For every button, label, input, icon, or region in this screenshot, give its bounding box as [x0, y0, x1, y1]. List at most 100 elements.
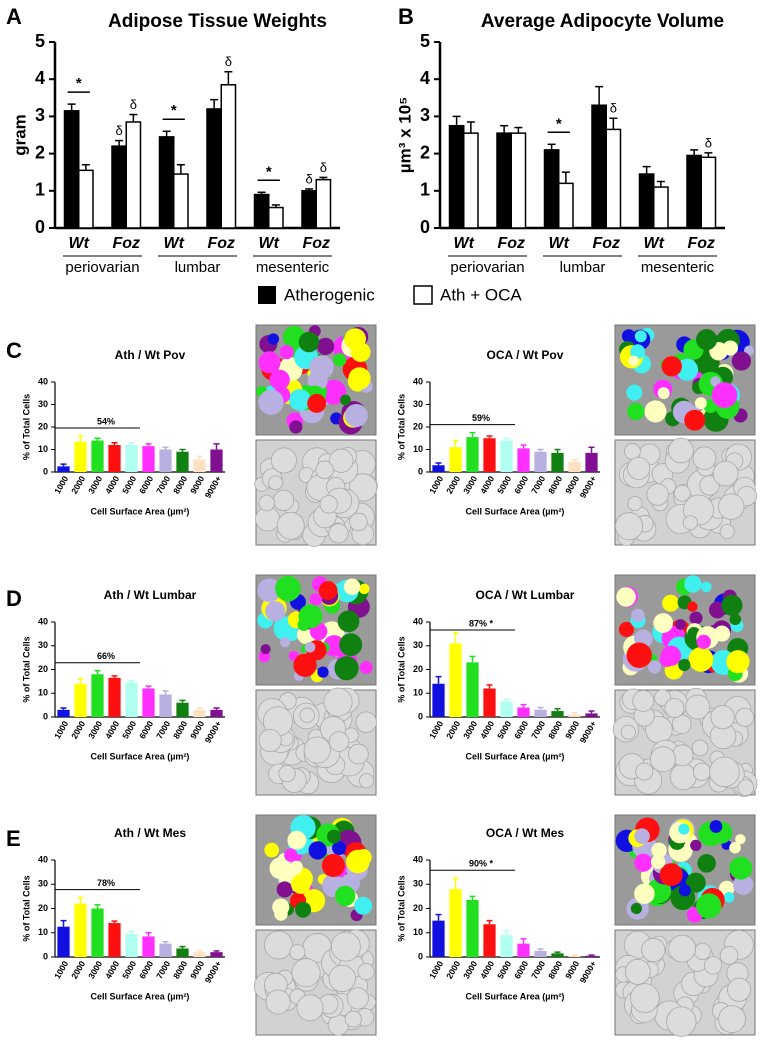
y-tick-label: 40 [413, 376, 423, 386]
adipocyte [690, 839, 702, 852]
adipocyte [618, 621, 634, 637]
bar [463, 132, 479, 229]
x-tick-label: Wt [644, 235, 665, 252]
adipocyte [328, 523, 349, 544]
adipocyte [723, 892, 735, 903]
bar [57, 926, 70, 957]
bar [585, 452, 598, 472]
y-tick-label: 0 [35, 217, 45, 237]
adipocyte [685, 872, 706, 893]
x-tick-label: Foz [302, 235, 330, 252]
y-axis-label: % of Total Cells [396, 636, 406, 702]
adipocyte [678, 658, 691, 672]
y-axis-label: µm³ x 10⁵ [395, 97, 414, 173]
y-tick-label: 0 [43, 951, 48, 961]
panel-label: A [6, 4, 22, 29]
adipocyte [616, 587, 636, 607]
panel-label: C [6, 338, 22, 363]
y-tick-label: 0 [43, 711, 48, 721]
adipocyte [634, 330, 647, 343]
bar [125, 445, 138, 472]
adipocyte [258, 389, 284, 415]
x-tick-label: 4000 [103, 719, 121, 741]
bar [568, 714, 581, 717]
adipocyte [298, 604, 323, 629]
adipocyte [692, 446, 717, 471]
bar [193, 459, 206, 472]
adipocyte [291, 958, 321, 988]
bar [193, 952, 206, 957]
bar [210, 449, 223, 472]
adipocyte [339, 394, 351, 406]
bar [125, 682, 138, 717]
adipocyte [709, 756, 740, 788]
y-tick-label: 5 [420, 31, 430, 51]
bar [551, 711, 564, 717]
adipocyte [260, 644, 271, 655]
legend-swatch [258, 286, 276, 304]
adipocyte [689, 611, 703, 625]
x-tick-label: 5000 [120, 719, 138, 741]
adipocyte [649, 746, 676, 773]
legend-label: Ath + OCA [440, 285, 522, 304]
annotation: δ [705, 135, 712, 150]
adipocyte [290, 874, 311, 894]
group-label: lumbar [560, 259, 606, 276]
y-tick-label: 40 [413, 854, 423, 864]
chart-title: Adipose Tissue Weights [108, 11, 327, 32]
adipocyte [289, 944, 306, 961]
chart-title: Ath / Wt Mes [114, 826, 186, 840]
significance-label: * [171, 102, 177, 119]
y-axis-label: % of Total Cells [21, 875, 31, 941]
adipocyte [280, 637, 291, 648]
group-label: mesenteric [641, 259, 715, 276]
bar [483, 688, 496, 717]
bar [74, 683, 87, 717]
x-tick-label: 7000 [529, 474, 547, 496]
adipocyte [659, 863, 683, 887]
bar [176, 702, 189, 717]
panel-label: D [6, 586, 22, 611]
adipocyte [650, 854, 666, 869]
x-tick-label: 3000 [86, 719, 104, 741]
adipocyte [319, 495, 338, 514]
bar [551, 452, 564, 472]
adipocyte [265, 989, 291, 1015]
adipocyte [634, 853, 653, 872]
bar [74, 441, 87, 472]
adipocyte [737, 779, 755, 796]
adipocyte [303, 736, 331, 764]
bar [534, 950, 547, 957]
y-tick-label: 2 [420, 142, 430, 162]
adipocyte [631, 608, 645, 623]
adipocyte [321, 379, 347, 405]
adipocyte [620, 724, 636, 740]
adipocyte [731, 351, 752, 371]
x-tick-label: 3000 [461, 959, 479, 981]
bar [466, 437, 479, 472]
x-tick-label: 5000 [495, 959, 513, 981]
y-tick-label: 20 [38, 664, 48, 674]
y-tick-label: 40 [38, 854, 48, 864]
y-tick-label: 4 [35, 68, 45, 88]
adipocyte [684, 409, 706, 431]
bar [125, 121, 142, 229]
adipocyte [661, 356, 682, 377]
x-tick-label: 5000 [120, 474, 138, 496]
group-label: lumbar [175, 259, 221, 276]
adipocyte [328, 731, 350, 752]
x-tick-label: 8000 [546, 959, 564, 981]
bar [91, 440, 104, 472]
bar [432, 465, 445, 472]
y-tick-label: 20 [38, 903, 48, 913]
x-tick-label: 2000 [69, 719, 87, 741]
bar [568, 461, 581, 472]
x-axis-label: Cell Surface Area (µm²) [466, 751, 565, 761]
adipocyte [701, 581, 712, 593]
y-tick-label: 40 [413, 616, 423, 626]
bar [57, 709, 70, 717]
adipocyte [627, 456, 651, 480]
adipocyte [696, 634, 711, 649]
chart-title: Ath / Wt Lumbar [104, 588, 197, 602]
